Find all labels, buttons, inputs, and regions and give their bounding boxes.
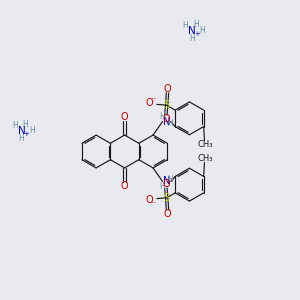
Text: O: O: [164, 84, 171, 94]
Text: H: H: [189, 34, 195, 43]
Text: O: O: [146, 98, 153, 108]
Text: H: H: [200, 26, 205, 35]
Text: ·⁻: ·⁻: [150, 199, 156, 208]
Text: H: H: [22, 120, 28, 129]
Text: +: +: [194, 31, 200, 37]
Text: H: H: [29, 126, 35, 135]
Text: S: S: [164, 193, 170, 203]
Text: CH₃: CH₃: [197, 154, 212, 163]
Text: H: H: [167, 119, 173, 128]
Text: S: S: [164, 100, 170, 110]
Text: H: H: [160, 182, 165, 190]
Text: H: H: [12, 121, 18, 130]
Text: O: O: [121, 181, 128, 191]
Text: O: O: [121, 112, 128, 122]
Text: O: O: [164, 209, 171, 219]
Text: H: H: [182, 21, 188, 30]
Text: O: O: [162, 114, 170, 124]
Text: H: H: [193, 20, 199, 29]
Text: N: N: [18, 126, 26, 136]
Text: CH₃: CH₃: [197, 140, 212, 149]
Text: +: +: [24, 130, 30, 136]
Text: O: O: [162, 179, 170, 189]
Text: H: H: [160, 112, 165, 121]
Text: H: H: [19, 134, 25, 143]
Text: O: O: [146, 195, 153, 205]
Text: N: N: [163, 176, 170, 186]
Text: N: N: [163, 117, 170, 127]
Text: H: H: [167, 175, 173, 184]
Text: ·⁻: ·⁻: [150, 95, 156, 104]
Text: N: N: [188, 26, 196, 36]
